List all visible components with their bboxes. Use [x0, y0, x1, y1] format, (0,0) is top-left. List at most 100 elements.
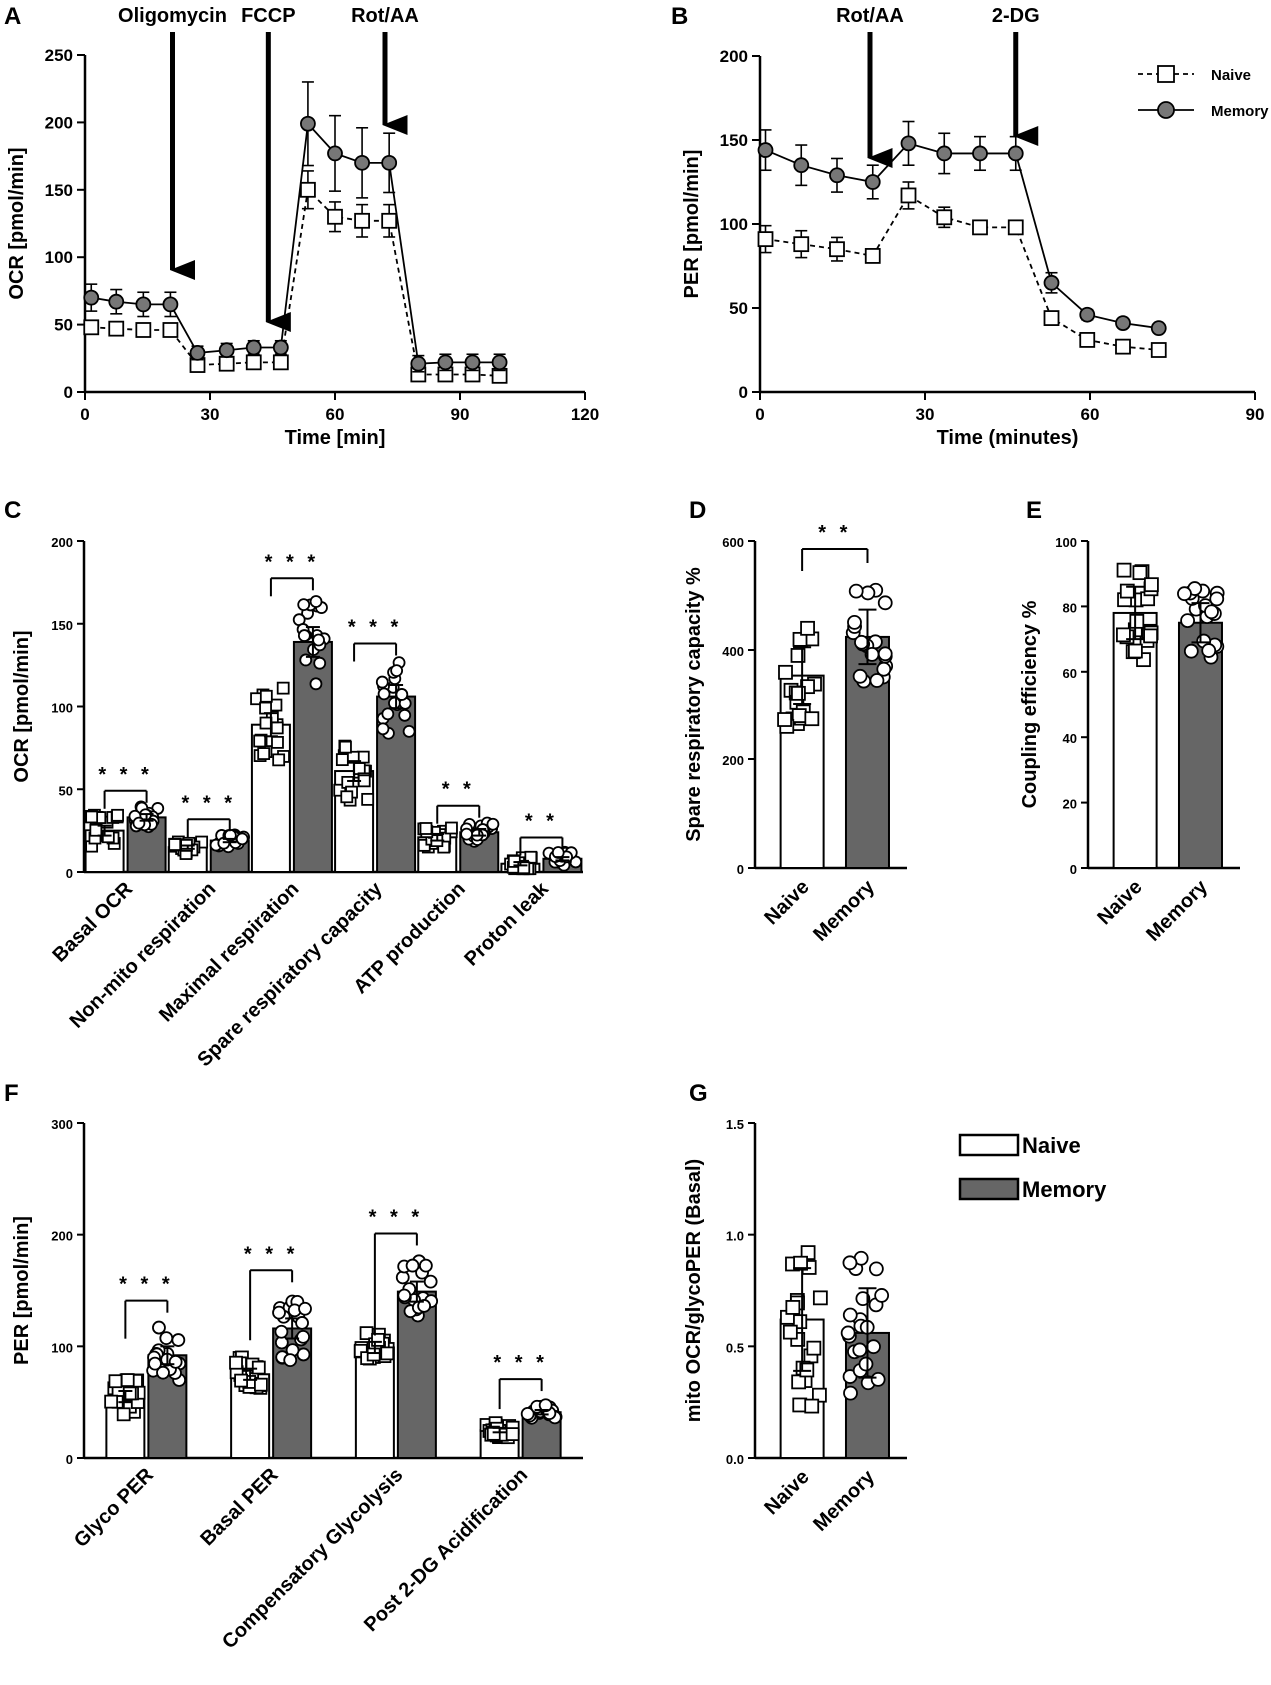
- data-point-naive: [812, 1290, 828, 1306]
- data-point-memory: [852, 1342, 868, 1358]
- y-tick-label: 100: [45, 248, 73, 267]
- y-axis-title: PER [pmol/min]: [11, 1216, 33, 1365]
- data-point-naive: [1143, 628, 1158, 644]
- category-label: Basal OCR: [48, 878, 137, 967]
- data-point-naive: [259, 689, 273, 703]
- data-point-naive: [1132, 565, 1148, 581]
- injection-label: 2-DG: [992, 5, 1040, 27]
- data-point-naive: [245, 354, 262, 371]
- data-point-memory: [162, 296, 179, 313]
- y-tick-label: 400: [722, 644, 744, 659]
- data-point-memory: [375, 675, 389, 689]
- significance-stars: * * *: [244, 1243, 298, 1265]
- category-label: Proton leak: [460, 877, 553, 970]
- panel-label: A: [4, 3, 21, 30]
- data-point-naive: [272, 354, 289, 371]
- data-point-memory: [868, 1261, 884, 1277]
- data-point-naive: [1144, 577, 1159, 593]
- y-tick-label: 0.0: [726, 1452, 744, 1467]
- data-point-naive: [135, 322, 152, 338]
- data-point-memory: [491, 354, 508, 371]
- y-tick-label: 50: [729, 299, 748, 318]
- data-point-naive: [380, 1346, 395, 1361]
- panel-c: 0 50 100 150 200 OCR [pmol/min] * * * Basal OCR…: [4, 497, 583, 1071]
- x-tick-label: 120: [571, 405, 599, 424]
- data-point-memory: [381, 154, 398, 171]
- data-point-memory: [235, 832, 249, 846]
- data-point-naive: [1157, 65, 1175, 83]
- data-point-memory: [842, 1255, 858, 1271]
- y-tick-label: 0: [739, 383, 748, 402]
- data-point-naive: [108, 1374, 123, 1389]
- data-point-memory: [377, 687, 391, 701]
- y-tick-label: 60: [1063, 666, 1077, 681]
- y-tick-label: 1.0: [726, 1229, 744, 1244]
- data-point-memory: [313, 656, 327, 670]
- data-point-memory: [1150, 320, 1167, 337]
- significance-stars: * *: [818, 522, 851, 544]
- category-label: Memory: [809, 875, 879, 945]
- category-label: Naive: [1093, 876, 1146, 929]
- significance-stars: * * *: [369, 1206, 423, 1228]
- x-tick-label: 90: [451, 405, 470, 424]
- significance-stars: * * *: [348, 616, 402, 638]
- x-tick-label: 60: [326, 405, 345, 424]
- y-tick-label: 0: [66, 1452, 73, 1467]
- data-point-memory: [1177, 586, 1192, 602]
- data-point-naive: [792, 631, 808, 647]
- y-tick-label: 200: [45, 113, 73, 132]
- y-tick-label: 0: [66, 866, 73, 881]
- data-point-memory: [876, 661, 892, 677]
- data-point-memory: [283, 1353, 298, 1368]
- legend-label-memory: Memory: [1211, 103, 1269, 120]
- data-point-naive: [339, 740, 352, 754]
- y-tick-label: 80: [1063, 600, 1077, 615]
- legend-label-naive: Naive: [1211, 67, 1251, 84]
- x-tick-label: 0: [80, 405, 89, 424]
- significance-stars: * *: [442, 779, 475, 801]
- data-point-memory: [309, 677, 323, 691]
- data-point-naive: [354, 212, 370, 229]
- data-point-memory: [152, 1320, 166, 1335]
- data-point-naive: [806, 1340, 822, 1356]
- legend-label-naive: Naive: [1022, 1133, 1081, 1158]
- data-point-naive: [793, 236, 810, 253]
- data-point-naive: [120, 1373, 135, 1387]
- panel-label: F: [4, 1080, 19, 1107]
- series-line-memory: [91, 121, 500, 365]
- data-point-memory: [793, 157, 810, 174]
- series-line-naive: [91, 187, 500, 377]
- y-tick-label: 50: [54, 316, 73, 335]
- data-point-naive: [791, 1374, 807, 1390]
- data-point-naive: [777, 712, 792, 727]
- data-point-naive: [116, 1407, 131, 1422]
- data-point-memory: [218, 342, 235, 359]
- data-point-naive: [804, 711, 820, 727]
- y-tick-label: 200: [51, 535, 73, 550]
- y-tick-label: 20: [1063, 797, 1077, 812]
- data-point-naive: [366, 1347, 381, 1362]
- data-point-memory: [877, 646, 893, 662]
- y-tick-label: 0.5: [726, 1340, 744, 1355]
- category-label: Basal PER: [196, 1464, 283, 1551]
- category-label: Naive: [760, 1466, 813, 1519]
- y-tick-label: 200: [51, 1229, 73, 1244]
- data-point-naive: [1119, 583, 1135, 599]
- panel-label: B: [671, 3, 688, 30]
- x-tick-label: 30: [916, 405, 935, 424]
- data-point-naive: [792, 1397, 808, 1413]
- data-point-naive: [972, 219, 988, 236]
- legend-swatch-naive: [958, 1133, 1020, 1157]
- y-tick-label: 100: [720, 215, 748, 234]
- data-point-naive: [1127, 643, 1143, 659]
- data-point-memory: [900, 135, 917, 152]
- data-point-naive: [270, 721, 284, 735]
- y-tick-label: 0: [1070, 862, 1077, 877]
- data-point-naive: [276, 681, 290, 695]
- data-point-naive: [259, 701, 272, 715]
- data-point-memory: [842, 1307, 858, 1323]
- data-point-memory: [1043, 274, 1060, 291]
- data-point-memory: [1180, 613, 1195, 628]
- data-point-memory: [1157, 101, 1175, 119]
